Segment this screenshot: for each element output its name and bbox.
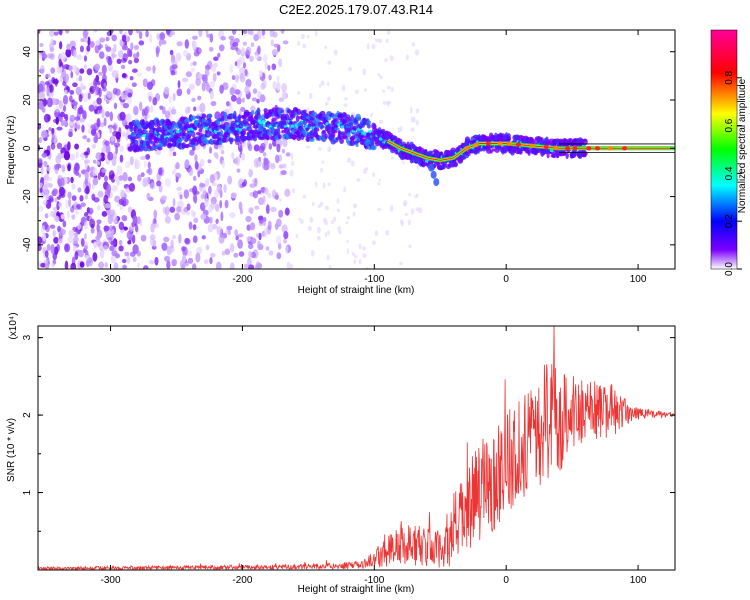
snr-ticks: -300 -200 -100 0 100 1 2 3: [22, 326, 675, 586]
spectrogram-xtick-label: 0: [503, 274, 509, 285]
snr-ytick-label: 2: [22, 412, 33, 418]
snr-ytick-label: 3: [22, 334, 33, 340]
snr-ylabel: SNR (10 * v/v): [6, 418, 17, 482]
colorbar-label: Normalized spectral amplitude: [737, 78, 748, 213]
colorbar-tick-label: 0.0: [724, 262, 735, 276]
colorbar-tick-label: 0.6: [724, 118, 735, 132]
snr-xtick-label: -200: [232, 575, 252, 586]
snr-frame: [37, 325, 676, 571]
snr-xtick-label: 0: [503, 575, 509, 586]
snr-ytick-label: 1: [22, 489, 33, 495]
colorbar-tick-label: 0.4: [724, 166, 735, 180]
colorbar-gradient: [710, 29, 738, 270]
snr-xtick-label: -100: [364, 575, 384, 586]
spectrogram-ytick-label: 20: [22, 94, 33, 106]
colorbar-tick-label: 0.2: [724, 214, 735, 228]
spectrogram-xlabel: Height of straight line (km): [298, 285, 415, 296]
figure-title: C2E2.2025.179.07.43.R14: [279, 2, 433, 17]
spectrogram-xtick-label: -200: [232, 274, 252, 285]
colorbar-ticks: 0.0 0.2 0.4 0.6 0.8: [724, 70, 742, 276]
snr-xlabel: Height of straight line (km): [298, 584, 415, 595]
colorbar: 0.0 0.2 0.4 0.6 0.8 Normalized spectral ampl…: [710, 29, 748, 276]
colorbar-tick-label: 0.8: [724, 70, 735, 84]
spectrogram-xtick-label: -100: [364, 274, 384, 285]
snr-panel: -300 -200 -100 0 100 1 2 3 Height of straight l…: [6, 312, 676, 595]
spectrogram-xtick-label: -300: [101, 274, 121, 285]
spectrogram-ytick-label: 0: [22, 145, 33, 151]
snr-xtick-label: 100: [630, 575, 647, 586]
spectrogram-frame: [37, 29, 676, 270]
snr-xtick-label: -300: [101, 575, 121, 586]
spectrogram-ylabel: Frequency (Hz): [6, 116, 17, 185]
spectrogram-ytick-label: 40: [22, 46, 33, 58]
spectrogram-xtick-label: 100: [630, 274, 647, 285]
spectrogram-ytick-label: -40: [22, 237, 33, 252]
snr-scale-note: (x10⁴): [8, 312, 19, 339]
snr-series-line: [38, 326, 675, 570]
spectrogram-heatmap: [38, 30, 675, 269]
spectrogram-ytick-label: -20: [22, 189, 33, 204]
